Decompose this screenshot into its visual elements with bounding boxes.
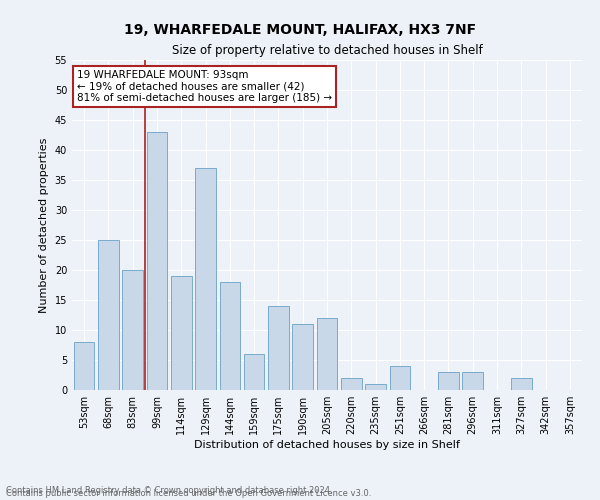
Bar — [195, 168, 216, 390]
Bar — [438, 372, 459, 390]
Bar — [98, 240, 119, 390]
Bar — [74, 342, 94, 390]
Bar — [292, 324, 313, 390]
Text: Contains public sector information licensed under the Open Government Licence v3: Contains public sector information licen… — [6, 488, 371, 498]
Y-axis label: Number of detached properties: Number of detached properties — [39, 138, 49, 312]
Text: 19 WHARFEDALE MOUNT: 93sqm
← 19% of detached houses are smaller (42)
81% of semi: 19 WHARFEDALE MOUNT: 93sqm ← 19% of deta… — [77, 70, 332, 103]
Bar — [317, 318, 337, 390]
Bar — [171, 276, 191, 390]
Bar — [511, 378, 532, 390]
Bar — [268, 306, 289, 390]
X-axis label: Distribution of detached houses by size in Shelf: Distribution of detached houses by size … — [194, 440, 460, 450]
Text: Contains HM Land Registry data © Crown copyright and database right 2024.: Contains HM Land Registry data © Crown c… — [6, 486, 332, 495]
Bar — [220, 282, 240, 390]
Text: 19, WHARFEDALE MOUNT, HALIFAX, HX3 7NF: 19, WHARFEDALE MOUNT, HALIFAX, HX3 7NF — [124, 22, 476, 36]
Bar — [146, 132, 167, 390]
Bar — [244, 354, 265, 390]
Bar — [341, 378, 362, 390]
Bar — [365, 384, 386, 390]
Title: Size of property relative to detached houses in Shelf: Size of property relative to detached ho… — [172, 44, 482, 58]
Bar — [463, 372, 483, 390]
Bar — [389, 366, 410, 390]
Bar — [122, 270, 143, 390]
